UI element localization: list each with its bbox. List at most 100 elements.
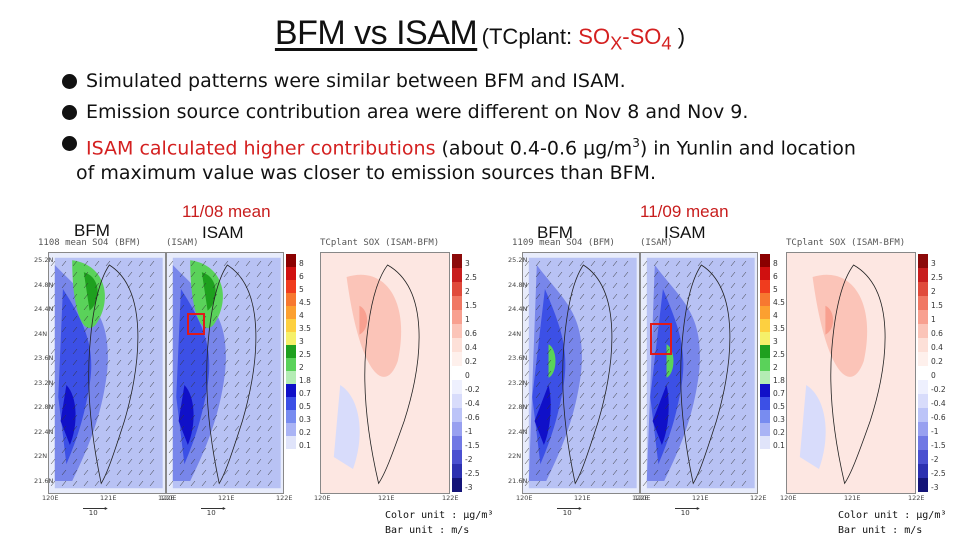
colorbar-swatch: [760, 436, 770, 449]
colorbar-swatch: [452, 450, 462, 464]
lat-tick-label: 22.4N: [34, 427, 54, 436]
colorbar-tick-label: -3: [931, 483, 939, 492]
colorbar-tick-label: 6: [773, 272, 778, 281]
colorbar-ticks: 8 6 5 4.5 4 3.5 3 2.5 2 1.8 0.7 0.5 0.3 0.2 0.1: [299, 257, 311, 452]
colorbar-tick-label: 8: [299, 259, 304, 268]
colorbar-tick-label: -2: [931, 455, 939, 464]
colorbar: [918, 254, 928, 492]
colorbar-swatch: [760, 397, 770, 410]
lat-tick-label: 24.4N: [34, 305, 54, 313]
bullet-dot-icon: [62, 136, 77, 151]
lon-tick-label: 120E: [516, 494, 533, 502]
colorbar-tick-label: 2: [299, 363, 304, 372]
colorbar-swatch: [918, 296, 928, 310]
colorbar: [760, 254, 770, 449]
lon-tick-label: 122E: [276, 494, 293, 502]
colorbar-swatch: [918, 450, 928, 464]
colorbar-swatch: [760, 332, 770, 345]
slide-title: BFM vs ISAM (TCplant: SOX-SO4 ): [0, 14, 960, 54]
colorbar: [286, 254, 296, 449]
colorbar-tick-label: 0.2: [299, 428, 311, 437]
lat-tick-label: 22N: [508, 452, 522, 460]
lat-tick-label: 25.2N: [34, 256, 54, 264]
concentration-map: [48, 252, 166, 494]
colorbar-swatch: [286, 293, 296, 306]
colorbar-tick-label: 4: [299, 311, 304, 320]
panel-title: 1108 mean SO4 (BFM): [38, 238, 141, 248]
colorbar-swatch: [452, 436, 462, 450]
colorbar-tick-label: 0.2: [931, 357, 943, 366]
colorbar-swatch: [286, 254, 296, 267]
colorbar-swatch: [452, 282, 462, 296]
colorbar-tick-label: 0.7: [773, 389, 785, 398]
colorbar-swatch: [918, 380, 928, 394]
bullet-item: ISAM calculated higher contributions (ab…: [62, 128, 942, 164]
colorbar-tick-label: 2.5: [299, 350, 311, 359]
colorbar-tick-label: -0.6: [931, 413, 946, 422]
colorbar-swatch: [286, 384, 296, 397]
colorbar-swatch: [918, 352, 928, 366]
unit-legend-left: Color unit : μg/m³ Bar unit : m/s: [385, 510, 494, 536]
lat-tick-label: 22N: [34, 452, 48, 460]
colorbar-tick-label: 8: [773, 259, 778, 268]
reference-vector-label: 10: [562, 509, 572, 517]
colorbar-swatch: [286, 358, 296, 371]
label-bfm-1109: BFM: [537, 223, 573, 242]
colorbar-swatch: [760, 358, 770, 371]
colorbar-tick-label: 4.5: [773, 298, 785, 307]
colorbar-tick-label: 0.1: [773, 441, 785, 450]
lat-tick-label: 21.6N: [34, 476, 54, 485]
colorbar-tick-label: 0: [931, 371, 936, 380]
bullet-continuation: of maximum value was closer to emission …: [76, 162, 656, 185]
colorbar-tick-label: 5: [299, 285, 304, 294]
colorbar-swatch: [918, 464, 928, 478]
lon-tick-label: 121E: [574, 494, 591, 502]
colorbar-swatch: [918, 366, 928, 380]
lat-tick-label: 22.8N: [34, 403, 54, 411]
colorbar-tick-label: -3: [465, 483, 473, 492]
label-isam-1109: ISAM: [664, 223, 706, 242]
colorbar-swatch: [918, 436, 928, 450]
difference-map: [786, 252, 916, 494]
title-subtitle: (TCplant: SOX-SO4 ): [481, 24, 686, 54]
colorbar-swatch: [286, 397, 296, 410]
lon-tick-label: 121E: [100, 494, 117, 502]
colorbar-swatch: [760, 345, 770, 358]
colorbar-swatch: [918, 408, 928, 422]
colorbar-swatch: [286, 332, 296, 345]
colorbar-tick-label: 1.8: [299, 376, 311, 385]
lon-tick-label: 120E: [160, 494, 177, 502]
highlight-box: [187, 313, 205, 335]
lon-tick-label: 121E: [692, 494, 709, 502]
colorbar-tick-label: -0.4: [465, 399, 480, 408]
panel-title: (ISAM): [166, 238, 199, 248]
colorbar-tick-label: 2: [931, 287, 936, 296]
colorbar-swatch: [760, 254, 770, 267]
colorbar-tick-label: 2.5: [931, 273, 943, 282]
panel-title: (ISAM): [640, 238, 673, 248]
colorbar: [452, 254, 462, 492]
lon-tick-label: 121E: [378, 494, 395, 502]
lon-tick-label: 122E: [442, 494, 459, 502]
colorbar-tick-label: 0.2: [465, 357, 477, 366]
colorbar-tick-label: 3: [931, 259, 936, 268]
colorbar-swatch: [760, 293, 770, 306]
colorbar-swatch: [918, 324, 928, 338]
lat-tick-label: 23.6N: [34, 354, 54, 362]
colorbar-swatch: [918, 310, 928, 324]
lat-tick-label: 23.2N: [34, 378, 54, 387]
concentration-map: [640, 252, 758, 494]
colorbar-tick-label: 0.6: [931, 329, 943, 338]
lon-tick-label: 120E: [42, 494, 59, 502]
colorbar-swatch: [452, 380, 462, 394]
colorbar-swatch: [286, 423, 296, 436]
colorbar-tick-label: -1.5: [465, 441, 480, 450]
lon-tick-label: 121E: [844, 494, 861, 502]
colorbar-swatch: [452, 464, 462, 478]
reference-vector-label: 10: [680, 509, 690, 517]
reference-vector-label: 10: [88, 509, 98, 517]
colorbar-swatch: [760, 267, 770, 280]
colorbar-tick-label: 1.5: [465, 301, 477, 310]
colorbar-swatch: [760, 306, 770, 319]
colorbar-tick-label: 2.5: [465, 273, 477, 282]
